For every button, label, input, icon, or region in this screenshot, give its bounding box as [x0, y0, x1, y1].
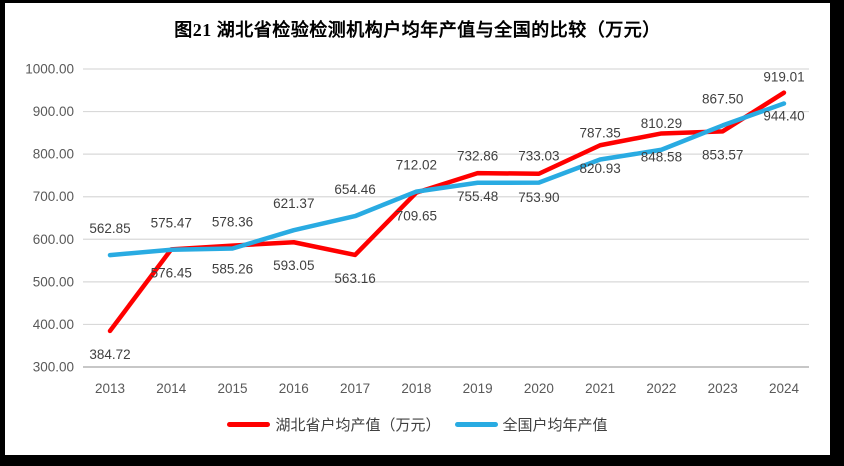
- y-tick-label: 700.00: [33, 189, 74, 204]
- data-label-national: 712.02: [396, 158, 437, 173]
- y-tick-label: 900.00: [33, 104, 74, 119]
- data-label-hubei: 593.05: [273, 258, 314, 273]
- y-tick-label: 600.00: [33, 232, 74, 247]
- y-tick-label: 400.00: [33, 317, 74, 332]
- x-tick-label: 2018: [401, 381, 431, 396]
- x-tick-label: 2017: [340, 381, 370, 396]
- data-label-hubei: 853.57: [702, 147, 743, 162]
- legend: 湖北省户均产值（万元） 全国户均年产值: [5, 414, 830, 435]
- data-label-national: 733.03: [518, 149, 559, 164]
- data-label-hubei: 563.16: [334, 271, 375, 286]
- data-label-national: 732.86: [457, 149, 498, 164]
- data-label-national: 654.46: [334, 182, 375, 197]
- data-label-national: 578.36: [212, 214, 253, 229]
- data-label-hubei: 820.93: [580, 161, 621, 176]
- legend-swatch-national: [454, 422, 498, 427]
- data-label-national: 562.85: [89, 221, 130, 236]
- x-tick-label: 2015: [218, 381, 248, 396]
- series-line-hubei: [107, 90, 787, 334]
- data-label-hubei: 848.58: [641, 149, 682, 164]
- series-line-national: [107, 101, 787, 258]
- legend-swatch-hubei: [227, 422, 271, 427]
- x-tick-label: 2020: [524, 381, 554, 396]
- x-tick-label: 2021: [585, 381, 615, 396]
- legend-item-national: 全国户均年产值: [454, 414, 608, 435]
- x-tick-label: 2022: [646, 381, 676, 396]
- data-label-national: 919.01: [763, 69, 804, 84]
- data-label-national: 575.47: [151, 216, 192, 231]
- legend-label-national: 全国户均年产值: [502, 417, 608, 434]
- x-tick-label: 2023: [708, 381, 738, 396]
- data-label-hubei: 944.40: [763, 109, 804, 124]
- legend-label-hubei: 湖北省户均产值（万元）: [275, 417, 441, 434]
- data-label-national: 787.35: [580, 126, 621, 141]
- chart-canvas: 图21 湖北省检验检测机构户均年产值与全国的比较（万元） 300.00 400.0…: [5, 3, 830, 455]
- chart-title: 图21 湖北省检验检测机构户均年产值与全国的比较（万元）: [174, 20, 661, 40]
- data-label-hubei: 585.26: [212, 262, 253, 277]
- x-tick-label: 2016: [279, 381, 309, 396]
- data-label-hubei: 755.48: [457, 189, 498, 204]
- x-tick-label: 2013: [95, 381, 125, 396]
- chart-svg: 300.00 400.00 500.00 600.00 700.00 800.00 900.…: [25, 62, 809, 396]
- data-label-hubei: 576.45: [151, 265, 192, 280]
- data-label-national: 810.29: [641, 116, 682, 131]
- data-label-national: 867.50: [702, 91, 743, 106]
- y-tick-label: 1000.00: [25, 62, 74, 77]
- y-tick-label: 500.00: [33, 274, 74, 289]
- data-label-national: 621.37: [273, 196, 314, 211]
- y-tick-label: 800.00: [33, 147, 74, 162]
- legend-item-hubei: 湖北省户均产值（万元）: [227, 414, 441, 435]
- data-label-hubei: 709.65: [396, 209, 437, 224]
- x-tick-label: 2024: [769, 381, 800, 396]
- x-tick-label: 2014: [156, 381, 187, 396]
- x-tick-label: 2019: [463, 381, 493, 396]
- data-label-hubei: 753.90: [518, 190, 559, 205]
- y-tick-label: 300.00: [33, 360, 74, 375]
- data-label-hubei: 384.72: [89, 347, 130, 362]
